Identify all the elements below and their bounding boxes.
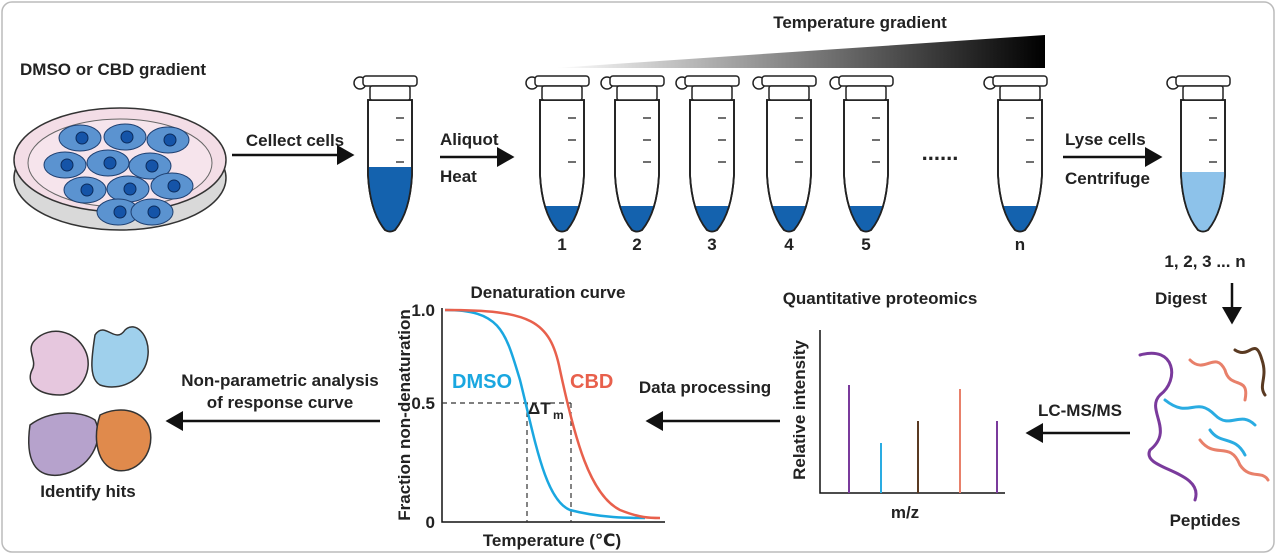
y-tick-label: 0.5 [411,394,435,413]
tube-label: 5 [861,235,870,254]
axes [819,330,1005,494]
step-label: Lyse cells [1065,130,1146,149]
nucleus [103,156,117,170]
x-axis-label: Temperature (℃) [483,531,621,550]
nucleus [75,131,89,145]
pooled-label: 1, 2, 3 ... n [1164,252,1245,271]
ellipsis: ...... [922,140,959,165]
nucleus [80,183,94,197]
peaks [848,385,998,493]
y-tick-label: 0 [426,513,435,532]
step-label: Aliquot [440,130,499,149]
dmso-curve [444,308,646,520]
peptides [1138,347,1270,502]
tube [525,75,590,233]
step-label: Cellect cells [246,131,344,150]
plot-title: Quantitative proteomics [783,289,978,308]
tube [600,75,665,233]
peptides-label: Peptides [1170,511,1241,530]
tube [983,75,1048,233]
step-label: Digest [1155,289,1207,308]
nucleus [123,182,137,196]
nucleus [120,130,134,144]
tube-label: 4 [784,235,794,254]
step-label: Non-parametric analysis [181,371,378,390]
tube-label: 1 [557,235,566,254]
petri-dish [13,107,227,231]
nucleus [147,205,161,219]
y-axis-label: Relative intensity [790,340,809,480]
dish-label: DMSO or CBD gradient [20,60,206,79]
tube [752,75,817,233]
tube-label: n [1015,235,1025,254]
nucleus [163,133,177,147]
axes [441,308,665,523]
step-label: Data processing [639,378,771,397]
nucleus [145,159,159,173]
tube [829,75,894,233]
guide-lines [442,402,572,522]
delta-label: ΔT [528,399,551,418]
plot-title: Denaturation curve [471,283,626,302]
hits-label: Identify hits [40,482,135,501]
tube [675,75,740,233]
step-label: Heat [440,167,477,186]
tube-label: 3 [707,235,716,254]
nucleus [113,205,127,219]
dmso-label: DMSO [452,371,512,393]
tube [353,75,418,233]
step-label: LC-MS/MS [1038,401,1122,420]
nucleus [167,179,181,193]
x-axis-label: m/z [891,503,919,522]
tube-label: 2 [632,235,641,254]
y-axis-label: Fraction non-denaturation [395,309,414,521]
nucleus [60,158,74,172]
delta-subscript: m [553,408,564,422]
protein-hits [28,326,152,477]
step-label: of response curve [207,393,353,412]
cbd-label: CBD [570,371,613,393]
cbd-curve [444,308,661,520]
tubes [353,75,1231,233]
gradient-label: Temperature gradient [773,13,947,32]
y-tick-label: 1.0 [411,301,435,320]
tube [1166,75,1231,233]
temperature-gradient [555,35,1045,68]
step-label: Centrifuge [1065,169,1150,188]
